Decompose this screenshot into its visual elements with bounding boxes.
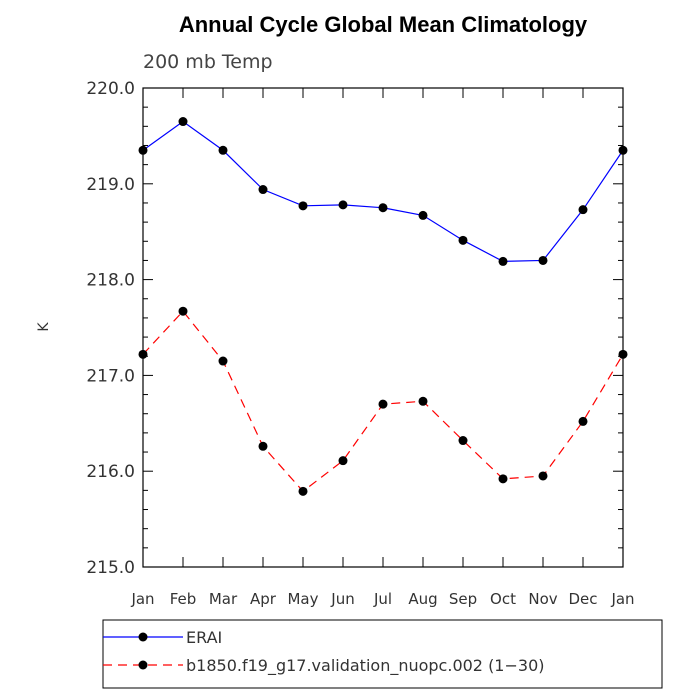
series-2-point [538,471,548,481]
chart-subtitle: 200 mb Temp [143,51,273,73]
series-1-point [618,145,628,155]
y-tick-label: 215.0 [86,558,135,578]
series-1-point [258,185,268,195]
plot-area: 215.0 216.0 217.0 218.0 219.0 220.0 Jan Feb Mar A… [86,79,634,608]
series-2-point [418,396,428,406]
x-tick-label: Jun [330,590,354,608]
x-tick-label: Mar [209,590,238,608]
legend-marker-1 [138,632,148,642]
y-tick-label: 219.0 [86,175,135,195]
series-2-point [578,416,588,426]
series-1-point [178,117,188,127]
x-tick-label: Apr [250,590,277,608]
series-2-point [378,399,388,409]
y-axis-label: K [36,322,52,332]
series-1-point [298,201,308,211]
x-tick-label: Jul [373,590,392,608]
x-tick-label: Jan [610,590,634,608]
series-1-point [138,145,148,155]
legend-marker-2 [138,660,148,670]
x-tick-label: Feb [170,590,197,608]
x-tick-label: Jan [130,590,154,608]
series-2-point [138,349,148,359]
series-1-point [378,203,388,213]
series-1-point [578,205,588,215]
series-2-point [458,436,468,446]
series-1-point [538,255,548,265]
x-tick-label: May [287,590,318,608]
y-tick-label: 220.0 [86,79,135,99]
y-tick-label: 216.0 [86,462,135,482]
legend-box [102,619,663,689]
y-tick-label: 218.0 [86,271,135,291]
x-tick-label: Sep [449,590,477,608]
plot-frame [142,87,624,568]
series-2-point [298,486,308,496]
series-2-point [218,356,228,366]
legend-label-2: b1850.f19_g17.validation_nuopc.002 (1−30… [186,656,545,676]
series-1-point [218,145,228,155]
x-tick-label: Aug [408,590,437,608]
series-1-point [418,210,428,220]
series-2-point [258,441,268,451]
series-2-point [618,349,628,359]
series-1-point [458,235,468,245]
x-tick-label: Nov [528,590,557,608]
legend-label-1: ERAI [186,628,222,647]
x-tick-label: Oct [490,590,516,608]
x-tick-label: Dec [568,590,597,608]
series-1-point [338,200,348,210]
chart-title: Annual Cycle Global Mean Climatology [179,12,588,37]
series-2-point [338,456,348,466]
y-tick-label: 217.0 [86,366,135,386]
series-2-point [498,474,508,484]
series-1-point [498,256,508,266]
series-2-point [178,306,188,316]
legend: ERAI b1850.f19_g17.validation_nuopc.002 (… [102,619,663,689]
series-line-1 [142,120,624,263]
